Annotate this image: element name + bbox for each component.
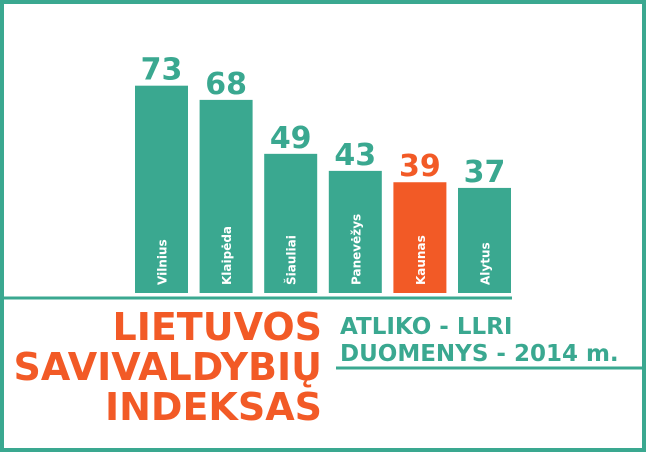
category-label: Panevėžys: [349, 214, 363, 285]
value-label: 49: [270, 121, 312, 156]
bar: [199, 99, 253, 293]
chart-title: SAVIVALDYBIŲ: [14, 345, 322, 389]
category-label: Šiauliai: [284, 235, 299, 285]
bar: [328, 170, 382, 293]
category-label: Vilnius: [156, 239, 170, 285]
chart-title: INDEKSAS: [105, 385, 322, 429]
category-label: Alytus: [479, 242, 493, 285]
value-label: 43: [334, 138, 376, 173]
chart-subtitle: DUOMENYS - 2014 m.: [340, 341, 619, 367]
value-label: 68: [205, 67, 247, 102]
value-label: 37: [464, 155, 506, 190]
bar: [264, 153, 318, 293]
category-label: Kaunas: [414, 235, 428, 285]
chart-title: LIETUVOS: [112, 305, 322, 349]
value-label: 39: [399, 149, 441, 184]
bar: [135, 85, 188, 294]
bar: [458, 187, 511, 293]
category-label: Klaipėda: [220, 226, 234, 285]
value-label: 73: [141, 53, 183, 88]
chart-subtitle: ATLIKO - LLRI: [340, 314, 512, 340]
bar: [393, 182, 447, 293]
